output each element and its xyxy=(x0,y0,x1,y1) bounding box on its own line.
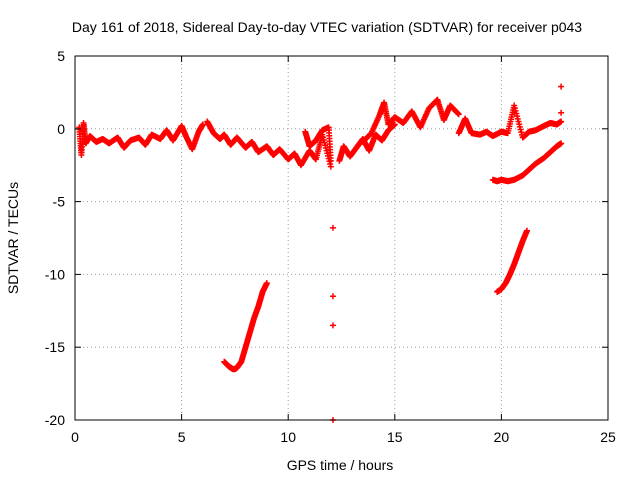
data-point xyxy=(391,121,398,128)
data-point xyxy=(558,118,565,125)
y-tick-label: 5 xyxy=(57,48,65,64)
y-axis-ticks: -20 -15 -10 -5 0 5 xyxy=(45,48,608,428)
data-point xyxy=(455,111,462,118)
outlier-point xyxy=(329,322,336,329)
data-point xyxy=(523,227,530,234)
y-tick-label: 0 xyxy=(57,121,65,137)
data-point xyxy=(327,157,334,164)
y-tick-label: -5 xyxy=(53,194,66,210)
data-point xyxy=(327,163,334,170)
data-points xyxy=(76,83,565,423)
x-tick-label: 0 xyxy=(71,429,79,445)
plot-border xyxy=(74,55,609,421)
data-point xyxy=(199,121,206,128)
data-point xyxy=(558,140,565,147)
data-point xyxy=(263,280,270,287)
y-axis-label: SDTVAR / TECUs xyxy=(5,182,21,294)
x-tick-label: 5 xyxy=(178,429,186,445)
x-tick-label: 15 xyxy=(387,429,403,445)
x-tick-label: 25 xyxy=(600,429,616,445)
outlier-point xyxy=(329,293,336,300)
x-axis-ticks: 0 5 10 15 20 25 xyxy=(71,56,616,445)
x-tick-label: 20 xyxy=(494,429,510,445)
y-tick-label: -15 xyxy=(45,339,65,355)
x-tick-label: 10 xyxy=(280,429,296,445)
outlier-point xyxy=(329,224,336,231)
chart-title: Day 161 of 2018, Sidereal Day-to-day VTE… xyxy=(72,19,582,35)
y-tick-label: -10 xyxy=(45,266,65,282)
outlier-point xyxy=(558,109,565,116)
y-tick-label: -20 xyxy=(45,412,65,428)
x-axis-label: GPS time / hours xyxy=(287,457,394,473)
plot-frame xyxy=(74,55,609,421)
outlier-point xyxy=(558,83,565,90)
